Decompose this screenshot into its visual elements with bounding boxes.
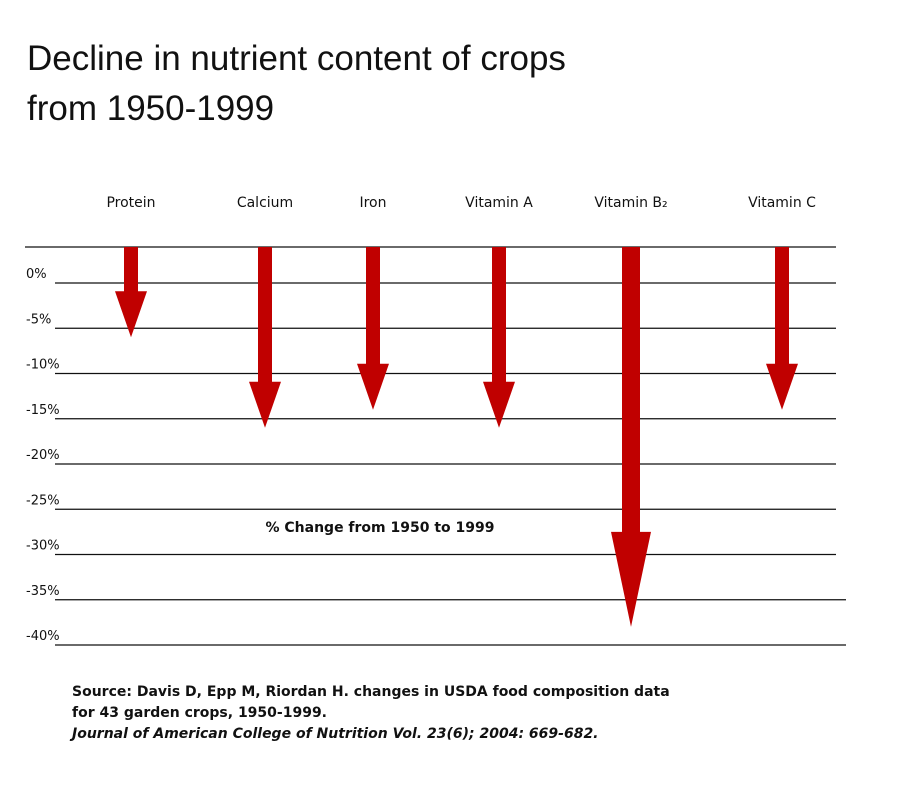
chart-plot: 0% -5% -10% -15% -20% -25% -30% -35% -40% Protei… — [25, 195, 846, 646]
category-label-vitamin-a: Vitamin A — [465, 195, 533, 211]
source-line-2: for 43 garden crops, 1950-1999. — [72, 705, 328, 721]
arrow-protein — [115, 247, 147, 338]
chart-title: Decline in nutrient content of crops fro… — [27, 34, 566, 134]
y-tick-label: -30% — [26, 539, 60, 554]
arrow-vitamin-b — [611, 247, 651, 627]
y-tick-label: -40% — [26, 629, 60, 644]
arrow-vitamin-a — [483, 247, 515, 428]
arrow-calcium — [249, 247, 281, 428]
category-label-iron: Iron — [359, 195, 386, 211]
y-tick-labels: 0% -5% -10% -15% -20% -25% -30% -35% -40% — [26, 267, 60, 644]
category-label-protein: Protein — [106, 195, 155, 211]
arrow-vitamin-c — [766, 247, 798, 410]
y-tick-label: -35% — [26, 584, 60, 599]
category-label-vitamin-c: Vitamin C — [748, 195, 816, 211]
category-label-calcium: Calcium — [237, 195, 293, 211]
y-tick-label: 0% — [26, 267, 47, 282]
source-citation: Source: Davis D, Epp M, Riordan H. chang… — [72, 682, 670, 745]
chart-annotation: % Change from 1950 to 1999 — [265, 520, 494, 536]
source-line-1: Source: Davis D, Epp M, Riordan H. chang… — [72, 684, 670, 700]
arrow-iron — [357, 247, 389, 410]
category-labels: Protein Calcium Iron Vitamin A Vitamin B₂ Vit… — [106, 195, 816, 211]
category-label-vitamin-b: Vitamin B₂ — [594, 195, 667, 211]
gridlines — [25, 246, 846, 646]
y-tick-label: -10% — [26, 358, 60, 373]
chart-title-line-2: from 1950-1999 — [27, 89, 275, 128]
y-tick-label: -5% — [26, 312, 51, 327]
y-tick-label: -15% — [26, 403, 60, 418]
chart-title-line-1: Decline in nutrient content of crops — [27, 39, 566, 78]
source-journal: Journal of American College of Nutrition… — [72, 726, 599, 742]
y-tick-label: -20% — [26, 448, 60, 463]
y-tick-label: -25% — [26, 493, 60, 508]
arrow-series — [115, 247, 798, 627]
